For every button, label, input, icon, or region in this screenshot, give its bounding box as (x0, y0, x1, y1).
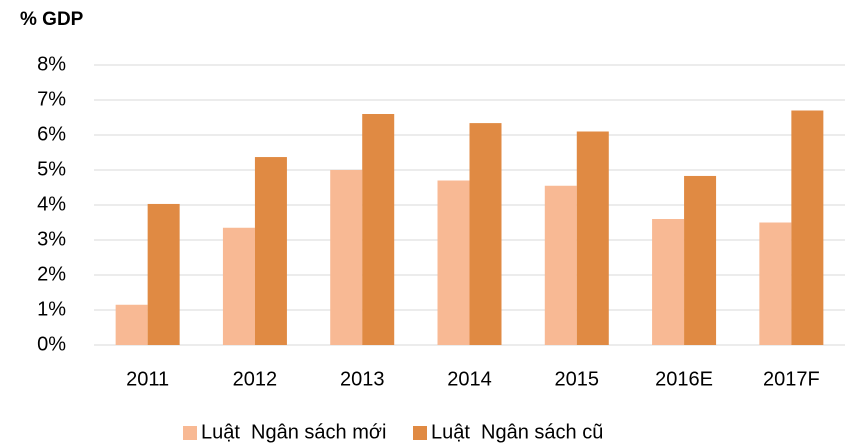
bar (544, 185, 577, 345)
bar (330, 170, 363, 345)
y-tick-label: 2% (37, 263, 66, 285)
bar (576, 131, 609, 345)
legend-label: Luật Ngân sách mới (201, 421, 386, 443)
x-tick-label: 2013 (340, 368, 385, 390)
y-tick-label: 1% (37, 298, 66, 320)
y-tick-label: 7% (37, 88, 66, 110)
y-tick-label: 8% (37, 53, 66, 75)
legend-label: Luật Ngân sách cũ (431, 421, 603, 443)
bar (222, 227, 255, 345)
y-tick-label: 5% (37, 158, 66, 180)
x-tick-label: 2017F (763, 368, 820, 390)
chart-title: % GDP (20, 9, 84, 30)
x-tick-label: 2012 (233, 368, 278, 390)
bar (759, 222, 792, 345)
bar (437, 180, 470, 345)
x-tick-label: 2011 (126, 368, 169, 390)
legend-swatch (413, 426, 427, 440)
x-tick-label: 2016E (655, 368, 713, 390)
legend-swatch (183, 426, 197, 440)
y-tick-label: 3% (37, 228, 66, 250)
bar (362, 114, 395, 345)
bar (684, 175, 717, 345)
x-tick-label: 2015 (555, 368, 600, 390)
bar (115, 304, 148, 345)
x-tick-label: 2014 (447, 368, 492, 390)
bar (254, 157, 287, 345)
bar (652, 219, 685, 345)
y-tick-label: 6% (37, 123, 66, 145)
bar (469, 123, 502, 345)
bar (147, 203, 180, 345)
bar (791, 110, 824, 345)
y-tick-label: 0% (37, 333, 66, 355)
y-tick-label: 4% (37, 193, 66, 215)
